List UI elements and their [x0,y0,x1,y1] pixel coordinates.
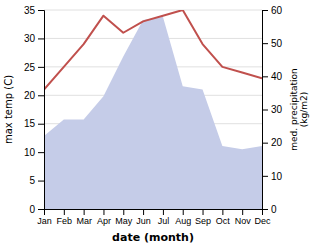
tick-mark [262,43,268,44]
tick: Jul [158,209,170,226]
tick-label: 30 [271,104,283,115]
tick: 15 [24,118,44,129]
tick-mark [64,209,65,215]
tick-mark [143,209,144,215]
tick-label: 10 [271,171,283,182]
tick-label: 20 [24,90,36,101]
tick-mark [38,181,44,182]
tick-mark [84,209,85,215]
y-axis-title: max temp (C) [3,75,14,144]
tick-mark [163,209,164,215]
chart: JanFebMarAprMayJunJulAugSepOctNovDec0510… [0,0,318,247]
tick: May [115,209,133,226]
tick: 35 [24,5,44,16]
tick-mark [38,10,44,11]
tick-mark [123,209,124,215]
tick: Apr [97,209,111,226]
tick-mark [203,209,204,215]
tick-label: May [115,216,133,226]
tick: 50 [262,38,283,49]
tick-mark [183,209,184,215]
tick-mark [38,95,44,96]
tick: 30 [262,104,283,115]
y2-axis: 0 10 20 30 40 50 60 [262,5,283,215]
tick: Nov [235,209,252,226]
tick-label: Jan [37,216,52,226]
tick-label: 10 [24,147,36,158]
tick-label: Jun [136,216,151,226]
tick-label: 0 [29,204,35,215]
tick-mark [38,209,44,210]
tick-label: 20 [271,137,283,148]
y-axis: 0 5 10 15 20 25 30 35 [24,5,45,215]
marks [44,10,262,209]
tick-label: 35 [24,5,36,16]
tick-mark [262,10,268,11]
axis-line [38,11,45,210]
chart-container: JanFebMarAprMayJunJulAugSepOctNovDec0510… [0,0,318,247]
tick-label: Feb [57,216,73,226]
tick-mark [262,176,268,177]
tick: 25 [24,62,44,73]
tick-mark [38,67,44,68]
tick: Jun [136,209,151,226]
axis-line [45,210,263,216]
tick-mark [38,38,44,39]
tick-label: 15 [24,118,36,129]
tick: 10 [24,147,44,158]
tick: Dec [254,209,271,226]
line [44,10,262,90]
tick-mark [103,209,104,215]
x-axis: Jan FebMar Apr MayJun Jul Aug Sep Oct NovDec [37,209,271,226]
tick-label: Apr [97,216,111,226]
x-axis-title: date (month) [112,231,194,244]
tick-label: 50 [271,38,283,49]
tick-label: 0 [271,204,277,215]
tick-label: 5 [29,175,35,186]
tick-mark [222,209,223,215]
tick-label: Mar [76,216,92,226]
tick-label: 30 [24,33,36,44]
tick: 5 [29,175,44,186]
tick: Aug [175,209,191,226]
tick: Mar [76,209,92,226]
tick: Feb [57,209,73,226]
tick: Oct [216,209,231,226]
tick-mark [38,124,44,125]
tick: 40 [262,71,283,82]
tick: 20 [262,137,283,148]
tick-mark [38,152,44,153]
tick: 10 [262,171,283,182]
tick-label: Oct [216,216,231,226]
tick-label: Sep [195,216,211,226]
tick: 0 [262,204,277,215]
tick-label: Jul [158,216,170,226]
tick: 20 [24,90,44,101]
tick: 0 [29,204,44,215]
grid-line [44,10,262,11]
area [44,17,262,209]
tick-mark [242,209,243,215]
tick-label: Aug [175,216,191,226]
grid [44,10,262,209]
tick-mark [262,143,268,144]
tick-mark [262,209,268,210]
tick: 30 [24,33,44,44]
tick-label: 25 [24,62,36,73]
plot: JanFebMarAprMayJunJulAugSepOctNovDec0510… [3,5,309,244]
tick-label: 60 [271,5,283,16]
tick: 60 [262,5,283,16]
y2-axis-title: med. precipitation(kg/m2) [289,68,309,150]
tick: Sep [195,209,211,226]
tick-label: Nov [235,216,252,226]
tick-label: Dec [254,216,271,226]
tick-mark [262,110,268,111]
tick-mark [262,76,268,77]
tick-label: 40 [271,71,283,82]
tick: Jan [37,209,52,226]
axis-line [263,11,269,210]
